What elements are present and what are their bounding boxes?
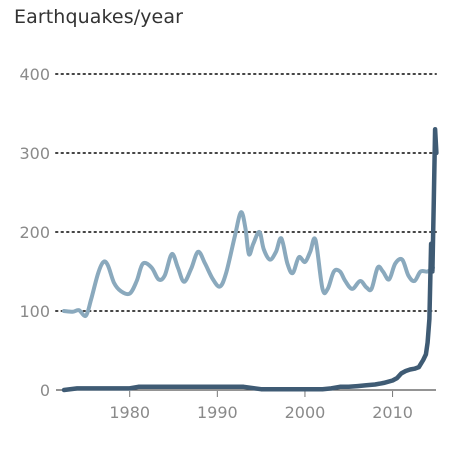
y-tick-label: 200 xyxy=(19,223,50,242)
y-tick-label: 300 xyxy=(19,144,50,163)
y-tick-label: 400 xyxy=(19,65,50,84)
x-tick-label: 2000 xyxy=(285,403,326,422)
y-tick-labels: 0 100 200 300 400 xyxy=(19,65,50,400)
series-line-light xyxy=(62,210,435,319)
y-axis-label: Earthquakes/year xyxy=(14,6,184,28)
y-tick-label: 100 xyxy=(19,302,50,321)
series-line-dark xyxy=(61,127,439,393)
x-tick-label: 1990 xyxy=(197,403,238,422)
x-tick-label: 1980 xyxy=(109,403,150,422)
x-tick-label: 2010 xyxy=(372,403,413,422)
y-tick-label: 0 xyxy=(40,381,50,400)
series-lines xyxy=(61,127,439,393)
x-tick-labels: 1980 1990 2000 2010 xyxy=(109,391,413,422)
